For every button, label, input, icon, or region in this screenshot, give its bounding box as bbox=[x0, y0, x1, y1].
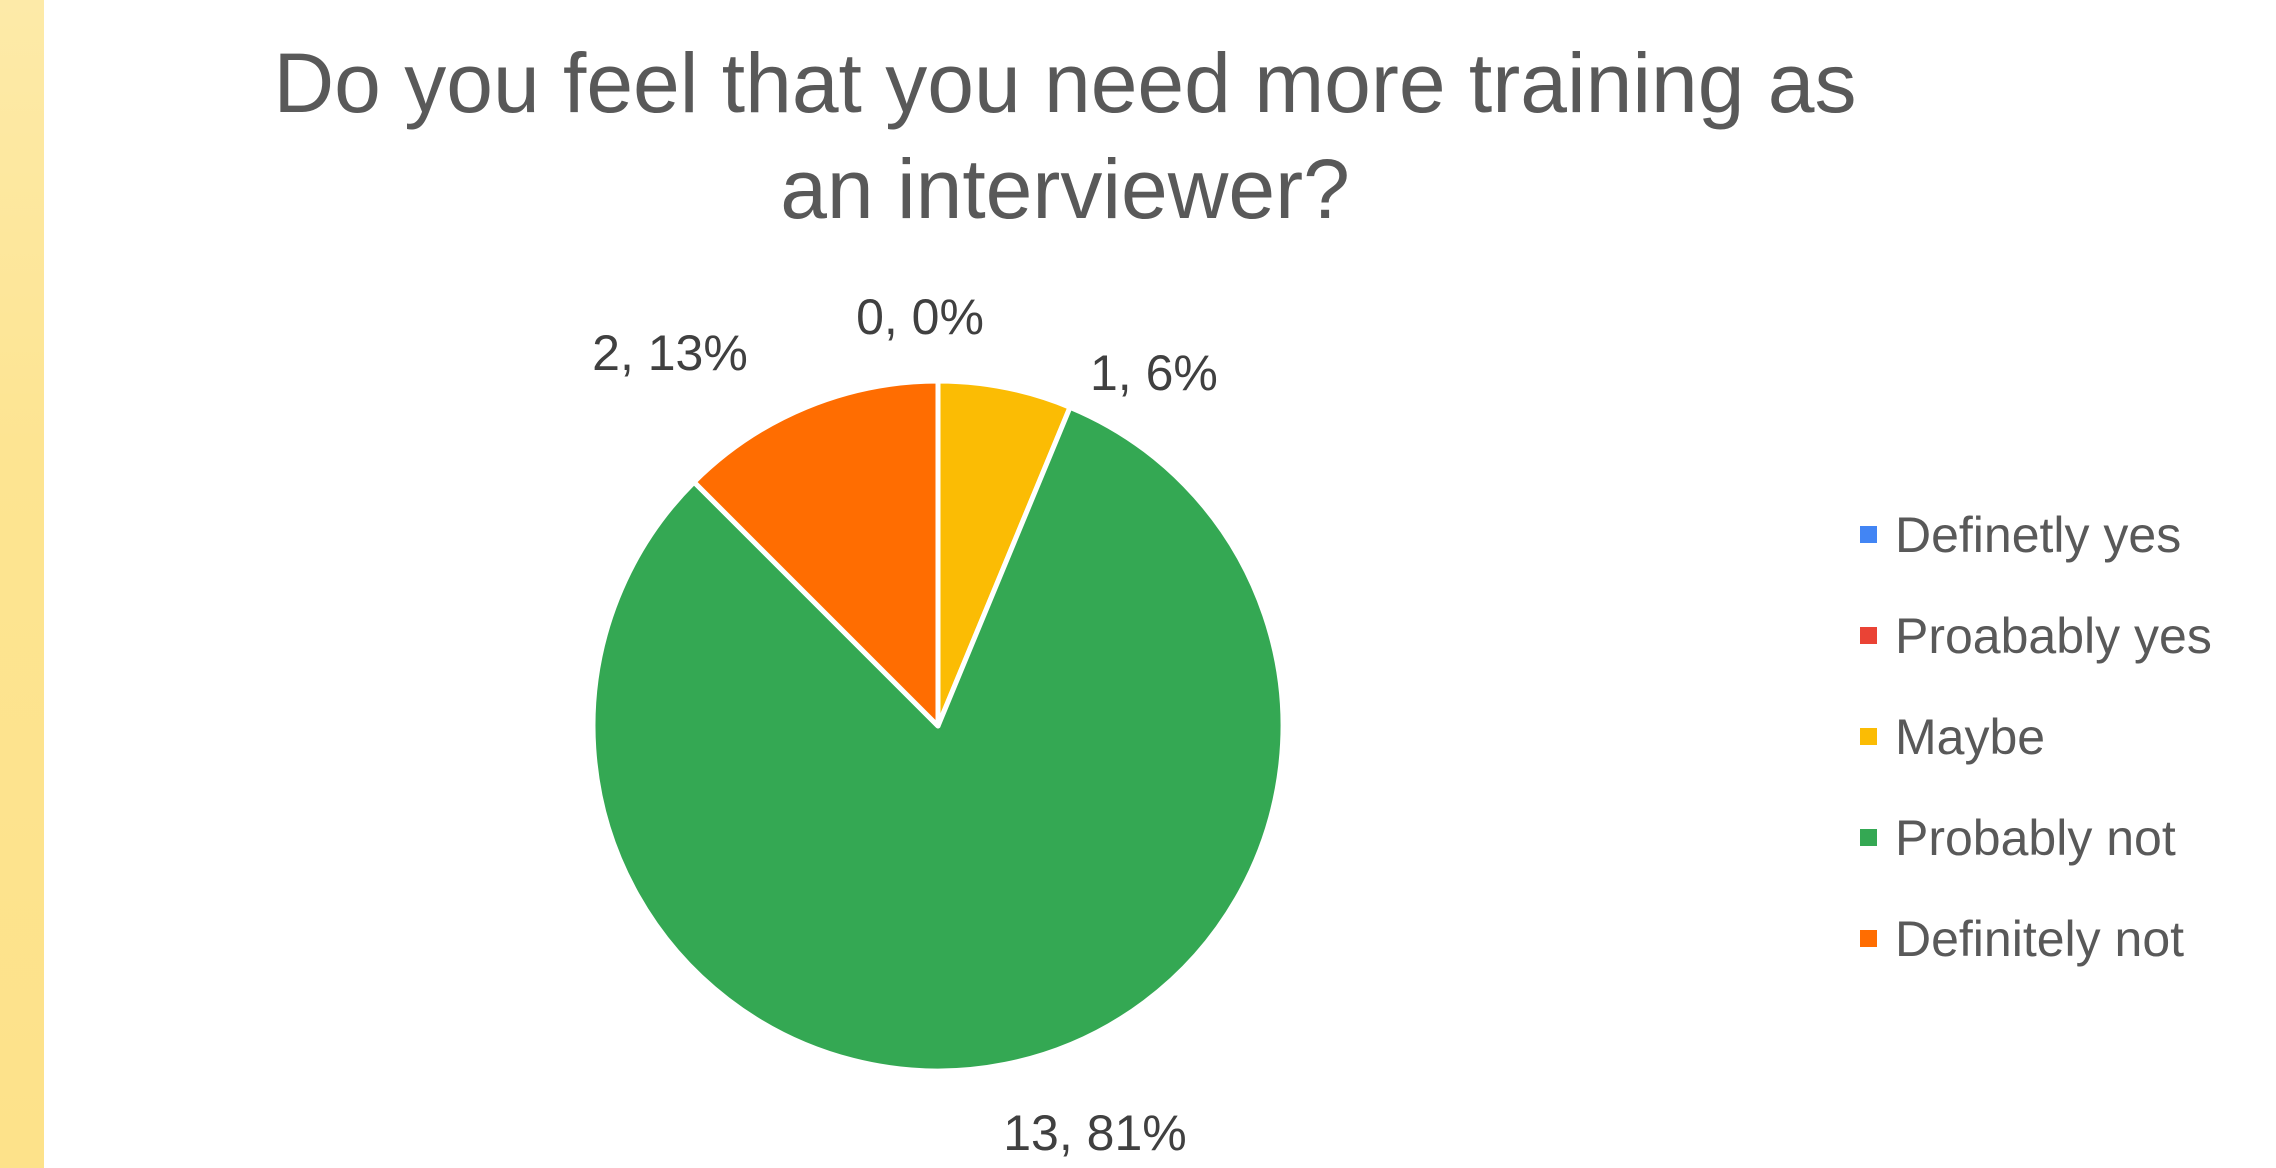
legend-label: Proabably yes bbox=[1895, 607, 2212, 664]
legend-label: Definitely not bbox=[1895, 910, 2185, 967]
legend-swatch bbox=[1860, 829, 1877, 846]
pie-slice-probably-not bbox=[590, 404, 1286, 1074]
pie-slice-maybe bbox=[935, 378, 1073, 729]
legend-swatch bbox=[1860, 526, 1877, 543]
slide-side-bar-edge bbox=[44, 0, 52, 1168]
legend-label: Maybe bbox=[1895, 708, 2046, 765]
legend-swatch bbox=[1860, 930, 1877, 947]
legend-swatch bbox=[1860, 627, 1877, 644]
data-label: 0, 0% bbox=[856, 289, 984, 345]
pie-slice-definitely-not bbox=[691, 378, 941, 729]
pie-data-labels: 0, 0% 1, 6% 13, 81% 2, 13% bbox=[592, 289, 1218, 1161]
chart-title: Do you feel that you need more training … bbox=[273, 36, 1857, 236]
data-label: 13, 81% bbox=[1003, 1105, 1186, 1161]
chart-legend: Definetly yes Proabably yes Maybe Probab… bbox=[1860, 484, 2212, 989]
legend-swatch bbox=[1860, 728, 1877, 745]
data-label: 2, 13% bbox=[592, 325, 748, 381]
legend-label: Probably not bbox=[1895, 809, 2176, 866]
legend-item: Definitely not bbox=[1860, 888, 2212, 989]
legend-item: Probably not bbox=[1860, 787, 2212, 888]
pie-slices bbox=[590, 378, 1286, 1074]
slide-side-bar bbox=[0, 0, 44, 1168]
legend-item: Maybe bbox=[1860, 686, 2212, 787]
legend-label: Definetly yes bbox=[1895, 506, 2182, 563]
data-label: 1, 6% bbox=[1090, 345, 1218, 401]
legend-item: Definetly yes bbox=[1860, 484, 2212, 585]
legend-item: Proabably yes bbox=[1860, 585, 2212, 686]
